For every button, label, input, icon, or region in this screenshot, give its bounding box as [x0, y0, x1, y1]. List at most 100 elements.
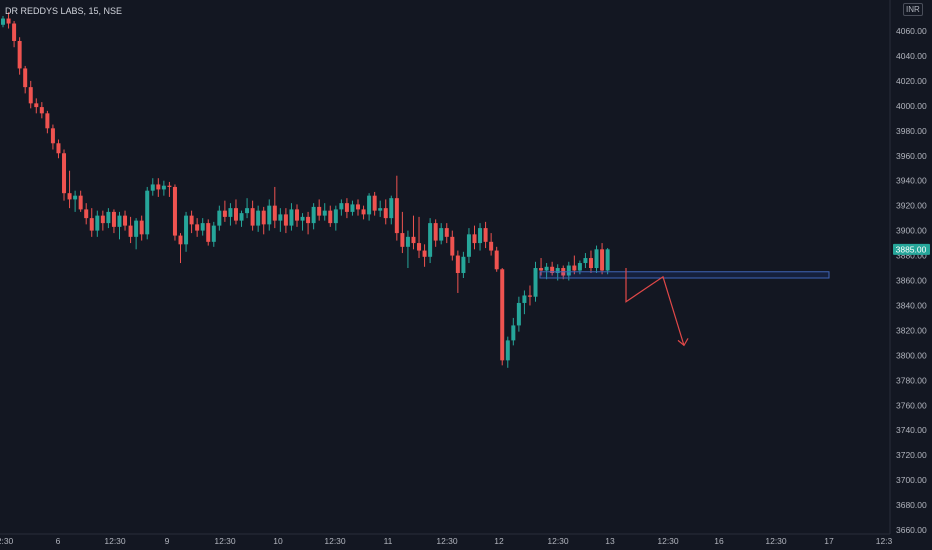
time-tick-label: 12:30: [547, 536, 569, 546]
candle-body: [239, 213, 244, 221]
price-tick-label: 3900.00: [896, 226, 927, 236]
candle: [356, 199, 361, 216]
currency-button[interactable]: INR: [903, 3, 923, 16]
candle: [522, 290, 527, 315]
projection-path[interactable]: [625, 268, 689, 347]
candle-body: [328, 210, 333, 224]
candle-body: [6, 18, 11, 24]
candle-body: [211, 225, 216, 242]
candle: [12, 21, 17, 48]
candle-body: [527, 295, 532, 297]
candle: [405, 230, 410, 269]
time-tick-label: 17: [824, 536, 834, 546]
candle-body: [422, 250, 427, 257]
candle-body: [50, 128, 55, 144]
price-tick-label: 3720.00: [896, 450, 927, 460]
support-zone-rect: [539, 271, 830, 279]
candle-body: [67, 193, 72, 200]
candle: [394, 175, 399, 241]
candle-body: [350, 204, 355, 212]
candle: [45, 110, 50, 134]
candle: [89, 208, 94, 237]
candle-body: [594, 249, 599, 269]
candle-body: [600, 249, 605, 271]
candle-body: [505, 340, 510, 361]
candle: [550, 261, 555, 276]
candle: [489, 233, 494, 256]
candle: [256, 205, 261, 232]
candle: [400, 211, 405, 254]
candle: [378, 200, 383, 217]
candle: [478, 223, 483, 251]
candle-body: [356, 204, 361, 210]
candle-body: [516, 302, 521, 326]
candles-layer: [1, 12, 610, 368]
time-tick-label: 6: [56, 536, 61, 546]
price-tick-label: 3680.00: [896, 500, 927, 510]
chart-title: DR REDDYS LABS, 15, NSE: [5, 6, 123, 16]
candle-body: [378, 208, 383, 211]
candle: [383, 199, 388, 225]
candle-body: [400, 233, 405, 247]
candle-body: [172, 186, 177, 236]
candle-body: [483, 228, 488, 242]
candle: [472, 225, 477, 250]
candle-body: [566, 265, 571, 276]
candle-body: [1, 18, 5, 25]
candle: [245, 198, 250, 219]
candle-body: [189, 215, 194, 225]
candle: [56, 139, 61, 159]
candle-body: [539, 268, 544, 271]
candle-body: [222, 210, 227, 217]
candle-body: [311, 206, 316, 224]
candle: [100, 210, 105, 231]
candle-body: [289, 209, 294, 226]
candle: [184, 211, 189, 252]
candle-body: [73, 195, 78, 200]
time-tick-label: 12:30: [104, 536, 126, 546]
candle: [139, 215, 144, 241]
candle-body: [555, 268, 560, 274]
candle: [466, 228, 471, 264]
candle: [189, 210, 194, 234]
candle-body: [150, 184, 155, 191]
candle-body: [489, 241, 494, 251]
candle-body: [322, 210, 327, 216]
time-axis[interactable]: 2:30 6 12:30 9 12:30 10 12:30 11 12:30 12 12:30 13 1…: [0, 536, 893, 546]
time-tick-label: 12:3: [876, 536, 893, 546]
candle: [361, 205, 366, 220]
candle: [444, 223, 449, 244]
candle: [272, 186, 277, 229]
price-tick-label: 3660.00: [896, 525, 927, 535]
price-tick-label: 3740.00: [896, 425, 927, 435]
candle: [78, 190, 83, 212]
candle: [200, 218, 205, 236]
candle: [605, 248, 610, 275]
price-tick-label: 3860.00: [896, 276, 927, 286]
candle: [300, 213, 305, 231]
candle: [494, 246, 499, 272]
candle: [417, 216, 422, 259]
candle-body: [306, 216, 311, 224]
candle: [6, 12, 11, 29]
candle: [23, 65, 28, 94]
candle-body: [111, 211, 116, 227]
candle-body: [417, 243, 422, 251]
price-axis[interactable]: 3660.00 3680.00 3700.00 3720.00 3740.00 3760.…: [896, 26, 927, 535]
candle-body: [461, 256, 466, 274]
candle-body: [383, 208, 388, 219]
price-tick-label: 3760.00: [896, 400, 927, 410]
candle: [433, 219, 438, 247]
support-zone[interactable]: [539, 271, 830, 279]
candle: [283, 208, 288, 234]
candle-body: [572, 265, 577, 271]
candle: [250, 200, 255, 231]
price-tick-label: 3820.00: [896, 325, 927, 335]
time-tick-label: 16: [714, 536, 724, 546]
candle: [344, 198, 349, 219]
candle-body: [389, 198, 394, 219]
candle-body: [444, 228, 449, 237]
candle-body: [472, 234, 477, 244]
time-tick-label: 11: [384, 536, 393, 546]
